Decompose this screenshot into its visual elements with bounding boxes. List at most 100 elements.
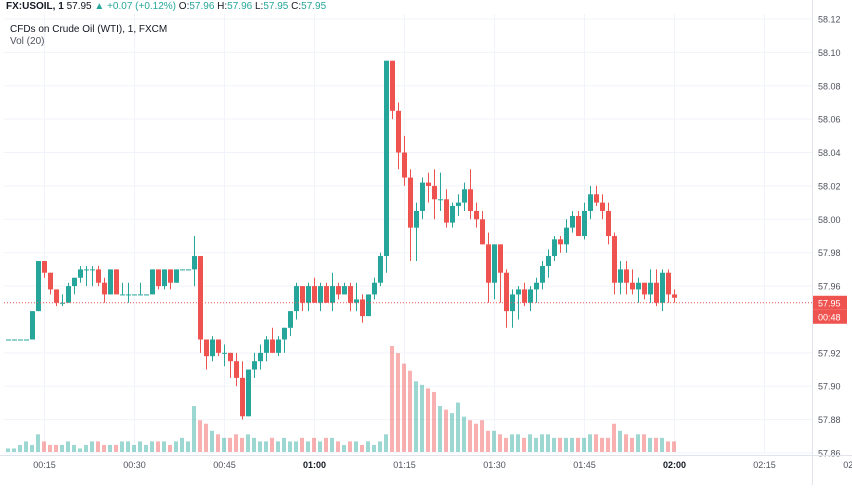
volume-bar <box>234 434 238 452</box>
time-tick-label: 00:45 <box>213 460 236 470</box>
time-tick-label: 01:30 <box>483 460 506 470</box>
candle <box>126 282 131 303</box>
candle-body <box>552 239 557 257</box>
candle <box>606 202 611 245</box>
candle <box>204 339 209 370</box>
price-tick-label: 58.06 <box>818 115 841 125</box>
candle <box>522 282 527 307</box>
candle-body <box>594 194 599 203</box>
candle <box>132 294 137 296</box>
candle <box>108 269 113 295</box>
candle-body <box>156 269 161 287</box>
candle-body <box>78 269 83 278</box>
high-label: H: <box>217 1 228 12</box>
change-value: +0.07 (+0.12%) <box>107 1 177 12</box>
candle-body <box>138 294 143 296</box>
candle-body <box>240 377 245 417</box>
candle-body <box>306 286 311 303</box>
candle-body <box>456 202 461 206</box>
candle <box>534 277 539 303</box>
candle <box>246 369 251 417</box>
volume-bar <box>60 444 64 452</box>
candle <box>516 286 521 320</box>
candle <box>138 282 143 296</box>
price-tick-label: 58.04 <box>818 148 841 158</box>
instrument-title[interactable]: CFDs on Crude Oil (WTI), 1, FXCM <box>10 24 168 35</box>
candle <box>258 344 263 370</box>
candle <box>426 172 431 203</box>
candle <box>600 194 605 220</box>
volume-bar <box>642 434 646 452</box>
candle-body <box>6 339 11 341</box>
symbol-header: FX:USOIL, 1 57.95 ▲ +0.07 (+0.12%) O:57.… <box>6 1 326 12</box>
volume-bar <box>624 434 628 452</box>
candle-body <box>354 299 359 303</box>
volume-bar <box>666 441 670 452</box>
volume-bar <box>486 430 490 452</box>
candle-body <box>384 60 389 257</box>
candle-body <box>258 352 263 362</box>
candle-body <box>360 299 365 317</box>
candle-body <box>648 282 653 295</box>
candle-body <box>324 286 329 303</box>
volume-bar <box>570 437 574 452</box>
candle-body <box>210 339 215 357</box>
volume-bar <box>222 437 226 452</box>
candle-body <box>198 256 203 340</box>
candle <box>36 261 41 312</box>
candle <box>636 277 641 303</box>
candle <box>228 352 233 378</box>
candle <box>558 236 563 253</box>
candle-body <box>36 261 41 312</box>
candle-body <box>444 199 449 223</box>
candle <box>630 269 635 295</box>
candle <box>102 277 107 303</box>
candle-body <box>522 289 527 303</box>
volume-bar <box>516 434 520 452</box>
candle-body <box>120 294 125 296</box>
candle <box>78 266 83 283</box>
candle <box>168 269 173 290</box>
candle-body <box>600 202 605 211</box>
open-label: O: <box>178 1 190 12</box>
candle <box>654 269 659 307</box>
candle <box>414 202 419 262</box>
candle <box>324 282 329 303</box>
candle-body <box>582 210 587 236</box>
candle <box>12 339 17 341</box>
candle-body <box>18 339 23 341</box>
candle-body <box>270 339 275 353</box>
candle <box>612 232 617 295</box>
volume-bar <box>576 437 580 452</box>
candle-body <box>300 286 305 303</box>
price-tick-label: 58.12 <box>818 15 841 25</box>
candle <box>492 244 497 300</box>
candle-body <box>168 269 173 283</box>
volume-bar <box>654 437 658 452</box>
volume-bar <box>48 444 52 452</box>
price-tick-label: 57.88 <box>818 415 841 425</box>
candle-body <box>576 215 581 236</box>
candle-body <box>528 289 533 303</box>
candle <box>198 256 203 353</box>
candle-body <box>432 185 437 200</box>
candle-body <box>192 256 197 270</box>
candle <box>276 336 281 357</box>
candle-body <box>96 269 101 283</box>
volume-bar <box>174 441 178 452</box>
candle <box>348 282 353 312</box>
volume-bar <box>36 434 40 452</box>
volume-study-label[interactable]: Vol (20) <box>10 36 45 47</box>
candle <box>84 266 89 287</box>
candle <box>30 311 35 340</box>
volume-bar <box>228 437 232 452</box>
candle <box>342 282 347 295</box>
volume-bar <box>582 437 586 452</box>
volume-bar <box>78 448 82 452</box>
candle <box>186 269 191 271</box>
candle <box>444 189 449 228</box>
volume-bar <box>102 444 106 452</box>
symbol-label[interactable]: FX:USOIL, 1 <box>6 1 64 12</box>
